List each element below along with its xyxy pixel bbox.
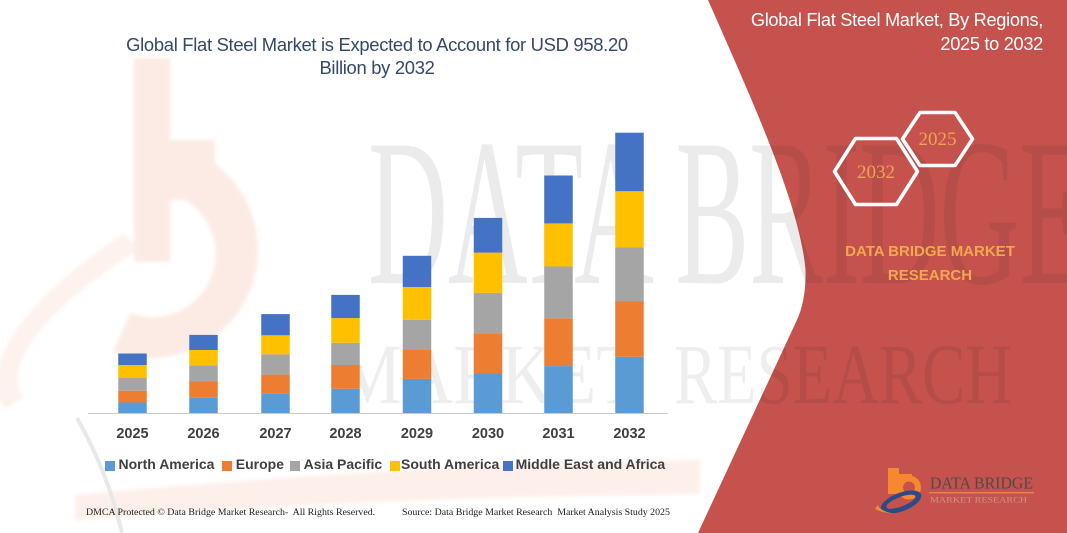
svg-text:2032: 2032: [857, 162, 895, 183]
svg-text:DATA BRIDGE: DATA BRIDGE: [930, 474, 1033, 493]
svg-text:2025: 2025: [919, 129, 957, 150]
svg-text:MARKET RESEARCH: MARKET RESEARCH: [930, 495, 1027, 505]
svg-text:DATA BRIDGE: DATA BRIDGE: [368, 97, 1067, 329]
